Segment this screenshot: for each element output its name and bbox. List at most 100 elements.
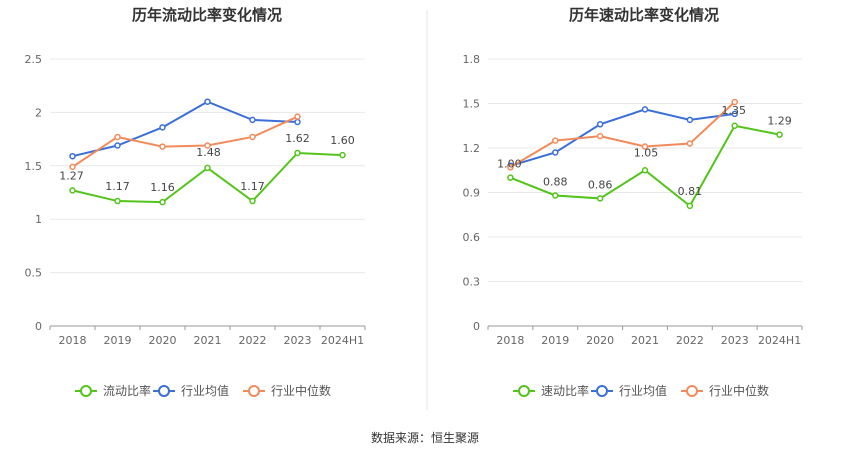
x-tick-label: 2022 [239,334,267,347]
data-point [114,142,121,149]
data-label: 0.86 [588,178,613,191]
data-point [69,152,76,160]
data-point [294,113,301,120]
data-point [159,124,166,131]
quick-ratio-chart: 历年速动比率变化情况 0 0.3 0.6 0.9 1.2 1.5 1.8 2018 2019 202… [463,6,803,398]
data-point [641,143,649,150]
current-ratio-chart: 历年流动比率变化情况 0 0.5 1 1.5 2 2.5 2018 2019 2020 2021 20… [25,6,366,398]
data-point [69,163,76,171]
x-tick-label: 2020 [586,334,614,347]
data-point [249,197,256,205]
y-tick-label: 1.5 [25,160,43,173]
data-point [552,192,559,199]
data-point [204,164,211,172]
data-label: 1.48 [196,146,221,159]
y-tick-label: 2 [35,106,42,119]
data-point [204,98,211,105]
legend-label: 速动比率 [541,383,589,398]
x-tick-label: 2024H1 [321,334,364,347]
data-point [114,133,121,141]
series-line [71,115,298,168]
x-tick-label: 2019 [541,334,569,347]
data-point [552,149,559,156]
data-point [596,195,604,202]
legend-swatch-marker [248,385,260,397]
data-point [641,106,649,113]
legend-item[interactable]: 行业均值 [591,383,667,398]
legend-label: 行业均值 [181,383,229,398]
data-point [249,116,256,124]
x-tick-label: 2019 [104,334,132,347]
y-tick-label: 0.9 [463,187,481,200]
y-tick-label: 2.5 [25,53,43,66]
x-tick-label: 2024H1 [758,334,801,347]
data-label: 1.17 [240,180,265,193]
data-label: 0.81 [678,185,703,198]
legend-swatch-marker [158,385,170,397]
y-tick-label: 1.5 [463,98,481,111]
legend-swatch-marker [518,385,530,397]
chart-title: 历年流动比率变化情况 [132,6,282,24]
legend-label: 行业均值 [619,383,667,398]
source-footer: 数据来源：恒生聚源 [371,430,479,445]
data-point [249,133,256,141]
data-point [596,132,604,140]
data-point [731,122,738,129]
data-point [686,116,694,124]
series-line [510,108,735,167]
x-tick-label: 2022 [676,334,704,347]
legend-swatch-marker [80,385,92,397]
y-tick-label: 0.3 [463,276,481,289]
data-label: 1.16 [150,181,175,194]
data-label: 1.00 [497,158,522,171]
series-line [510,124,780,208]
y-tick-label: 1.2 [463,142,481,155]
data-point [159,143,166,150]
legend-swatch-marker [596,385,608,397]
data-label: 0.88 [543,175,568,188]
legend-label: 行业中位数 [271,383,331,398]
legend-swatch-marker [686,385,698,397]
data-label: 1.29 [767,115,792,128]
legend-item[interactable]: 速动比率 [513,383,589,398]
y-tick-label: 0.6 [463,231,481,244]
x-tick-label: 2021 [194,334,222,347]
legend-item[interactable]: 行业均值 [153,383,229,398]
legend-item[interactable]: 行业中位数 [681,383,769,398]
data-point [552,137,559,144]
data-point [507,164,514,171]
legend-label: 流动比率 [103,383,151,398]
data-point [507,174,514,181]
data-point [731,98,738,106]
data-point [776,131,783,138]
legend-label: 行业中位数 [709,383,769,398]
legend-item[interactable]: 流动比率 [75,383,151,398]
x-tick-label: 2018 [496,334,524,347]
data-point [204,142,211,149]
legend-item[interactable]: 行业中位数 [243,383,331,398]
x-tick-label: 2023 [284,334,312,347]
data-point [686,140,694,147]
data-point [114,197,121,205]
x-tick-label: 2020 [149,334,177,347]
data-label: 1.27 [59,169,84,182]
x-tick-label: 2021 [631,334,659,347]
data-point [641,167,649,174]
y-tick-label: 0 [35,320,42,333]
data-point [596,121,604,128]
data-point [69,187,76,194]
series-line [72,151,343,204]
chart-title: 历年速动比率变化情况 [569,6,719,24]
data-point [339,151,346,159]
data-point [159,198,166,206]
y-tick-label: 1 [35,213,42,226]
data-label: 1.17 [105,180,130,193]
data-label: 1.05 [634,146,659,159]
y-tick-label: 0 [473,320,480,333]
data-point [731,110,738,118]
series-line [72,100,298,158]
x-tick-label: 2023 [721,334,749,347]
data-label: 1.60 [330,134,355,147]
y-tick-label: 1.8 [463,53,481,66]
data-point [294,118,301,126]
